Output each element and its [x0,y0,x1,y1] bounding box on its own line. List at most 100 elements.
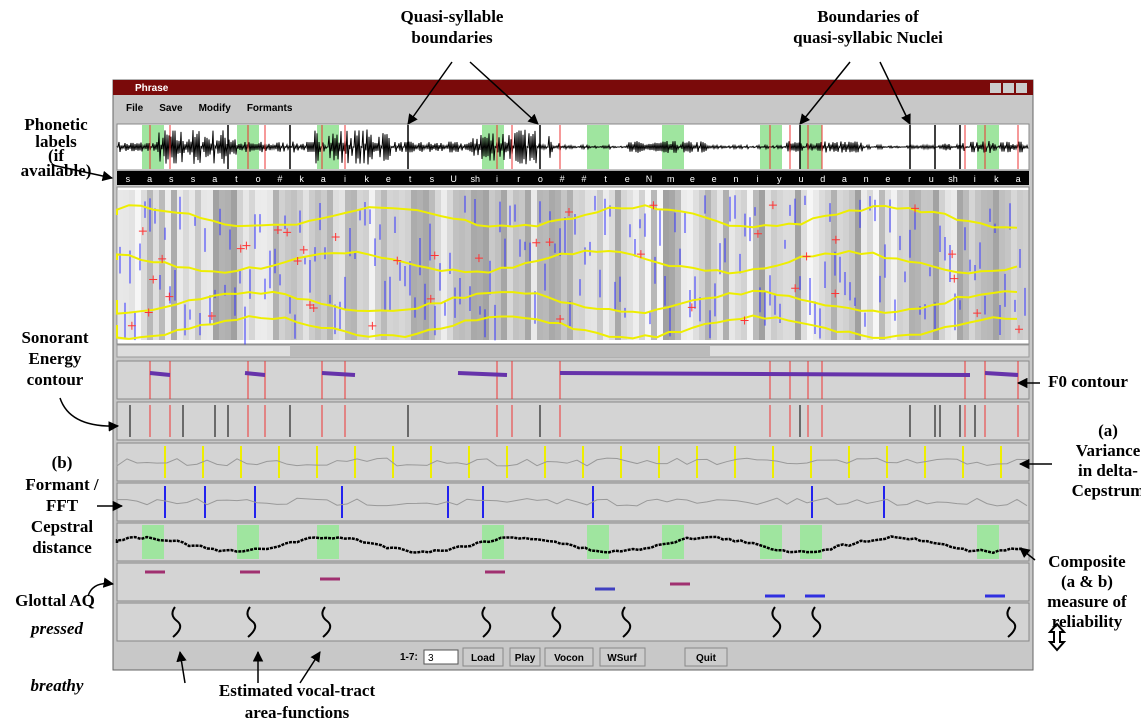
spec-col [891,190,897,340]
spec-col [363,190,369,340]
spec-col [465,190,471,340]
spec-col [471,190,477,340]
spec-col [333,190,339,340]
spec-col [225,190,231,340]
phonetic-label: sh [471,174,481,184]
annotation: F0 contour [1048,372,1128,391]
minimize[interactable] [990,83,1001,93]
composite-highlight [587,525,609,559]
breathy-label: breathy [31,676,84,695]
phonetic-label: sh [948,174,958,184]
spec-col [531,190,537,340]
phonetic-label: s [169,174,174,184]
spec-col [951,190,957,340]
spec-col [441,190,447,340]
annotation: area-functions [245,703,350,722]
phonetic-label: m [667,174,675,184]
spec-col [693,190,699,340]
phonetic-label: a [147,174,152,184]
spec-col [141,190,147,340]
phonetic-label: N [646,174,653,184]
spec-col [627,190,633,340]
annotation: Sonorant [21,328,88,347]
spec-col [453,190,459,340]
annotation: Energy [29,349,82,368]
spec-col [807,190,813,340]
phonetic-label: o [538,174,543,184]
annotation: reliability [1052,612,1123,631]
scroll-thumb[interactable] [290,346,710,356]
spec-col [831,190,837,340]
energy-panel [117,402,1029,440]
spec-col [459,190,465,340]
phonetic-label: n [864,174,869,184]
phonetic-label: s [430,174,435,184]
range-value: 3 [428,653,434,664]
phonetic-label: s [191,174,196,184]
f0-contour [150,373,170,375]
phonetic-label: k [299,174,304,184]
f0-contour [322,373,355,375]
composite-highlight [237,525,259,559]
phonetic-label: a [842,174,847,184]
spec-col [783,190,789,340]
button-label: Quit [696,653,717,664]
phonetic-label: i [757,174,759,184]
spec-col [909,190,915,340]
menu-item[interactable]: File [126,103,144,114]
annotation: Glottal AQ [15,591,95,610]
menu-item[interactable]: Formants [247,103,293,114]
phonetic-label: e [625,174,630,184]
spec-col [573,190,579,340]
phonetic-label: # [560,174,565,184]
f0-contour [560,373,970,375]
phonetic-label: o [256,174,261,184]
glottal-panel [117,563,1029,601]
spec-col [393,190,399,340]
maximize[interactable] [1003,83,1014,93]
menu-item[interactable]: Save [159,103,183,114]
phonetic-label: # [277,174,282,184]
f0-contour [985,373,1018,375]
annotation: quasi-syllabic Nuclei [793,28,943,47]
menu-item[interactable]: Modify [199,103,232,114]
phonetic-label: r [517,174,520,184]
arrow [60,398,118,426]
spec-col [675,190,681,340]
button-label: Vocon [554,653,584,664]
spec-col [159,190,165,340]
annotation: measure of [1047,592,1127,611]
range-label: 1-7: [400,652,418,663]
button-label: WSurf [607,653,637,664]
phonetic-label: r [908,174,911,184]
spec-col [1011,190,1017,340]
spec-col [321,190,327,340]
phonetic-label: a [321,174,326,184]
spec-col [291,190,297,340]
spec-col [981,190,987,340]
spec-col [231,190,237,340]
phonetic-label: y [777,174,782,184]
spec-col [351,190,357,340]
spec-col [651,190,657,340]
spec-col [711,190,717,340]
spec-col [879,190,885,340]
spec-col [603,190,609,340]
spec-col [615,190,621,340]
spec-col [957,190,963,340]
annotation: Formant / [25,475,98,494]
phonetic-label: a [212,174,217,184]
spec-col [387,190,393,340]
phonetic-label: d [820,174,825,184]
spec-col [579,190,585,340]
close[interactable] [1016,83,1027,93]
spec-col [873,190,879,340]
spec-col [801,190,807,340]
spec-col [897,190,903,340]
spec-col [381,190,387,340]
phonetic-label: e [690,174,695,184]
spec-col [621,190,627,340]
annotation: Quasi-syllable [401,7,504,26]
phonetic-label: s [126,174,131,184]
f0-panel [117,361,1029,399]
